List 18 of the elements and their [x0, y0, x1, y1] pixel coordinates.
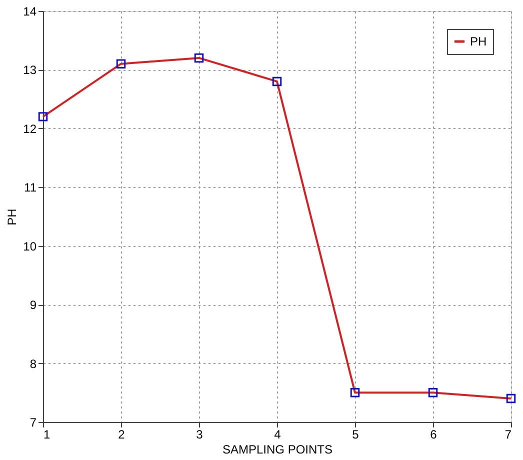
legend-label: PH — [470, 34, 487, 48]
y-tick-label: 8 — [30, 356, 37, 371]
y-tick-label: 9 — [30, 298, 37, 312]
x-axis-title: SAMPLING POINTS — [222, 442, 333, 456]
y-tick-label: 11 — [24, 180, 37, 195]
y-tick-label: 12 — [23, 122, 37, 136]
x-tick-label: 1 — [44, 428, 50, 442]
y-tick-label: 10 — [23, 239, 37, 254]
x-tick-label: 5 — [352, 428, 360, 442]
x-tick-label: 6 — [430, 428, 438, 442]
x-tick-label: 4 — [274, 428, 282, 442]
x-tick-label: 3 — [196, 428, 204, 442]
y-tick-label: 13 — [23, 63, 37, 78]
y-axis-title: PH — [5, 208, 20, 226]
y-tick-label: 7 — [30, 416, 37, 430]
y-tick-label: 14 — [23, 4, 37, 18]
x-tick-label: 7 — [504, 428, 512, 442]
x-tick-label: 2 — [118, 428, 126, 442]
